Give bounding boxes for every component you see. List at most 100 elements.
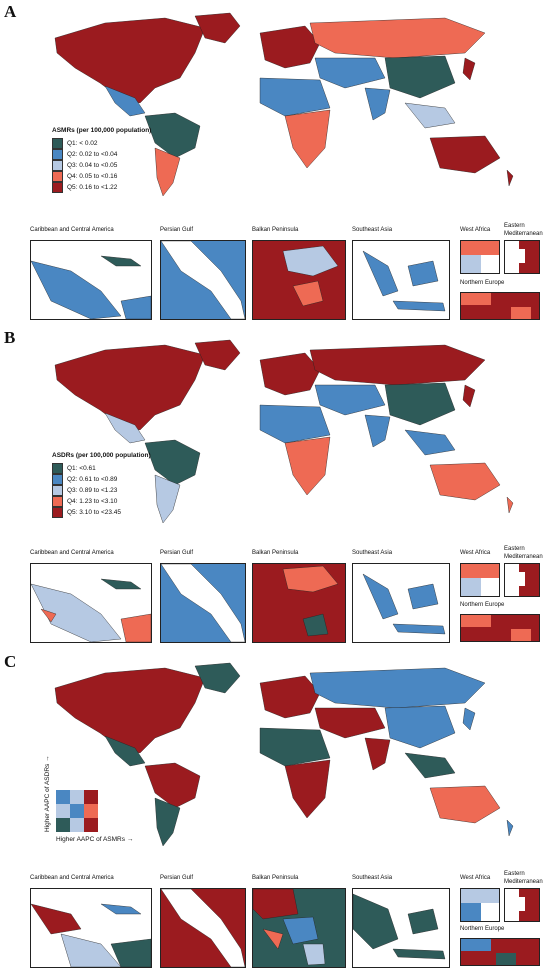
inset-label-sea: Southeast Asia — [352, 550, 393, 556]
legend-swatch — [52, 160, 63, 171]
inset-label-east-med: Eastern Mediterranean — [504, 871, 543, 885]
south-america-north — [144, 112, 201, 159]
nz-region — [506, 496, 514, 514]
world-map-b — [54, 339, 514, 524]
legend-label: Q2: 0.02 to <0.04 — [67, 151, 118, 158]
legend-item-q4: Q4: 1.23 to <3.10 — [52, 496, 151, 507]
inset-label-west-africa: West Africa — [460, 227, 491, 233]
inset-label-persian: Persian Gulf — [160, 227, 194, 233]
inset-label-north-europe: Northern Europe — [460, 280, 505, 286]
legend-item-q2: Q2: 0.61 to <0.89 — [52, 474, 151, 485]
legend-label: Q5: 0.16 to <1.22 — [67, 184, 118, 191]
world-map-a — [54, 12, 514, 197]
south-america-south — [154, 474, 181, 524]
inset-north-europe-c — [460, 938, 540, 966]
north-america-region — [54, 667, 206, 754]
africa-north — [259, 77, 331, 117]
mexico-region — [104, 85, 146, 117]
greenland-region — [194, 12, 241, 44]
south-america-south — [154, 797, 181, 847]
legend-item-q1: Q1: <0.61 — [52, 463, 151, 474]
inset-label-persian: Persian Gulf — [160, 550, 194, 556]
africa-north — [259, 727, 331, 767]
greenland-region — [194, 662, 241, 694]
inset-sea-b — [352, 563, 450, 643]
mexico-region — [104, 735, 146, 767]
legend-swatch — [52, 463, 63, 474]
legend-swatch — [52, 171, 63, 182]
australia-region — [429, 785, 501, 824]
russia-region — [309, 667, 486, 709]
right-arrow-icon: → — [126, 836, 134, 843]
china-region — [384, 55, 456, 99]
inset-sea-a — [352, 240, 450, 320]
nz-region — [506, 169, 514, 187]
legend-item-q5: Q5: 3.10 to <23.45 — [52, 507, 151, 518]
panel-letter-c: C — [4, 652, 17, 671]
inset-label-balkan: Balkan Peninsula — [252, 227, 299, 233]
inset-north-europe-b — [460, 614, 540, 642]
inset-label-caribbean: Caribbean and Central America — [30, 227, 114, 233]
legend-swatch — [52, 474, 63, 485]
central-asia-region — [314, 384, 386, 416]
north-america-region — [54, 17, 206, 104]
legend-swatch — [52, 182, 63, 193]
legend-label: Q3: 0.89 to <1.23 — [67, 487, 118, 494]
south-america-north — [144, 762, 201, 809]
legend-label: Q4: 0.05 to <0.16 — [67, 173, 118, 180]
russia-region — [309, 344, 486, 386]
inset-balkan-c — [252, 888, 346, 968]
inset-label-persian: Persian Gulf — [160, 875, 194, 881]
bivariate-x-label: Higher AAPC of ASMRs → — [56, 836, 134, 843]
panel-letter-b: B — [4, 328, 16, 347]
legend-item-q3: Q3: 0.89 to <1.23 — [52, 485, 151, 496]
inset-label-east-med: Eastern Mediterranean — [504, 546, 543, 560]
legend-label: Q4: 1.23 to <3.10 — [67, 498, 118, 505]
legend-item-q1: Q1: < 0.02 — [52, 138, 151, 149]
africa-north — [259, 404, 331, 444]
inset-west-africa-a — [460, 240, 500, 274]
india-region — [364, 414, 391, 448]
inset-label-west-africa: West Africa — [460, 550, 491, 556]
south-america-south — [154, 147, 181, 197]
mexico-region — [104, 412, 146, 444]
se-asia-region — [404, 752, 456, 779]
legend-item-q3: Q3: 0.04 to <0.05 — [52, 160, 151, 171]
inset-caribbean-b — [30, 563, 152, 643]
inset-north-europe-a — [460, 292, 540, 320]
legend-label: Q1: <0.61 — [67, 465, 96, 472]
africa-south — [284, 759, 331, 819]
up-arrow-icon: → — [44, 755, 51, 762]
inset-balkan-b — [252, 563, 346, 643]
inset-label-east-med: Eastern Mediterranean — [504, 223, 543, 237]
inset-caribbean-c — [30, 888, 152, 968]
inset-persian-a — [160, 240, 246, 320]
inset-label-balkan: Balkan Peninsula — [252, 875, 299, 881]
china-region — [384, 382, 456, 426]
legend-item-q2: Q2: 0.02 to <0.04 — [52, 149, 151, 160]
bivariate-legend — [56, 790, 98, 837]
australia-region — [429, 135, 501, 174]
legend-swatch — [52, 485, 63, 496]
legend-swatch — [52, 138, 63, 149]
inset-label-sea: Southeast Asia — [352, 875, 393, 881]
legend-swatch — [52, 507, 63, 518]
inset-west-africa-b — [460, 563, 500, 597]
south-america-north — [144, 439, 201, 486]
inset-persian-c — [160, 888, 246, 968]
inset-east-med-c — [504, 888, 540, 922]
nz-region — [506, 819, 514, 837]
legend-label: Q1: < 0.02 — [67, 140, 98, 147]
europe-region — [259, 25, 321, 69]
inset-label-balkan: Balkan Peninsula — [252, 550, 299, 556]
legend-label: Q3: 0.04 to <0.05 — [67, 162, 118, 169]
japan-region — [462, 707, 476, 731]
central-asia-region — [314, 707, 386, 739]
europe-region — [259, 675, 321, 719]
africa-south — [284, 436, 331, 496]
india-region — [364, 87, 391, 121]
inset-caribbean-a — [30, 240, 152, 320]
legend-label: Q2: 0.61 to <0.89 — [67, 476, 118, 483]
panel-letter-a: A — [4, 2, 17, 21]
legend-title: ASDRs (per 100,000 population) — [52, 452, 151, 459]
